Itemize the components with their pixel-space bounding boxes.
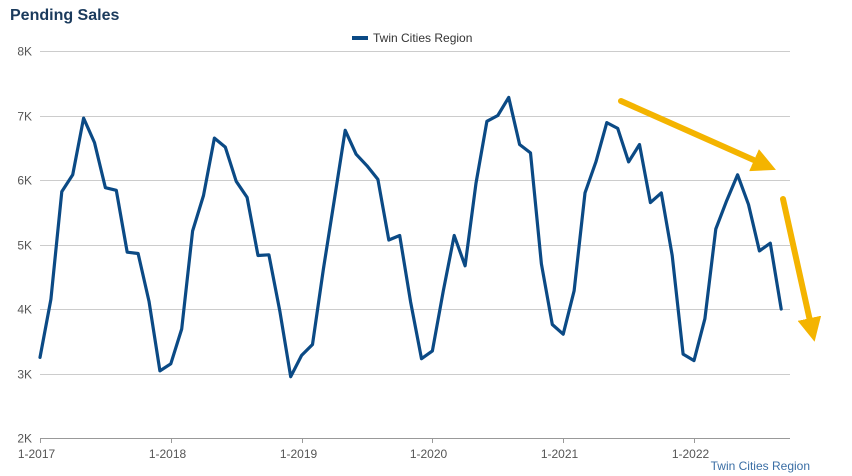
y-tick-label: 7K — [17, 110, 32, 124]
downward-trend-arrow-steep — [780, 196, 822, 342]
y-tick-label: 3K — [17, 368, 32, 382]
x-tick-label: 1-2020 — [410, 447, 448, 461]
x-tick-label: 1-2021 — [541, 447, 579, 461]
y-tick-label: 5K — [17, 239, 32, 253]
y-tick-label: 8K — [17, 45, 32, 59]
y-tick-label: 2K — [17, 432, 32, 446]
chart-title: Pending Sales — [10, 7, 120, 24]
x-tick-label: 1-2019 — [280, 447, 318, 461]
x-tick-label: 1-2017 — [18, 447, 56, 461]
downward-trend-arrow-gentle — [618, 98, 776, 172]
series-line-twin-cities-region — [38, 95, 783, 379]
x-axis: 1-2017 1-2018 1-2019 1-2020 1-2021 1-2022 — [18, 438, 790, 461]
series-layer — [38, 95, 783, 379]
source-label: Twin Cities Region — [710, 459, 810, 473]
legend-label: Twin Cities Region — [373, 31, 472, 45]
y-tick-label: 4K — [17, 303, 32, 317]
y-axis-ticks: 2K 3K 4K 5K 6K 7K 8K — [17, 45, 32, 446]
legend: Twin Cities Region — [352, 31, 472, 45]
trend-annotations — [618, 98, 822, 342]
x-tick-label: 1-2022 — [672, 447, 710, 461]
y-tick-label: 6K — [17, 174, 32, 188]
gridlines — [40, 51, 790, 439]
x-tick-label: 1-2018 — [149, 447, 187, 461]
